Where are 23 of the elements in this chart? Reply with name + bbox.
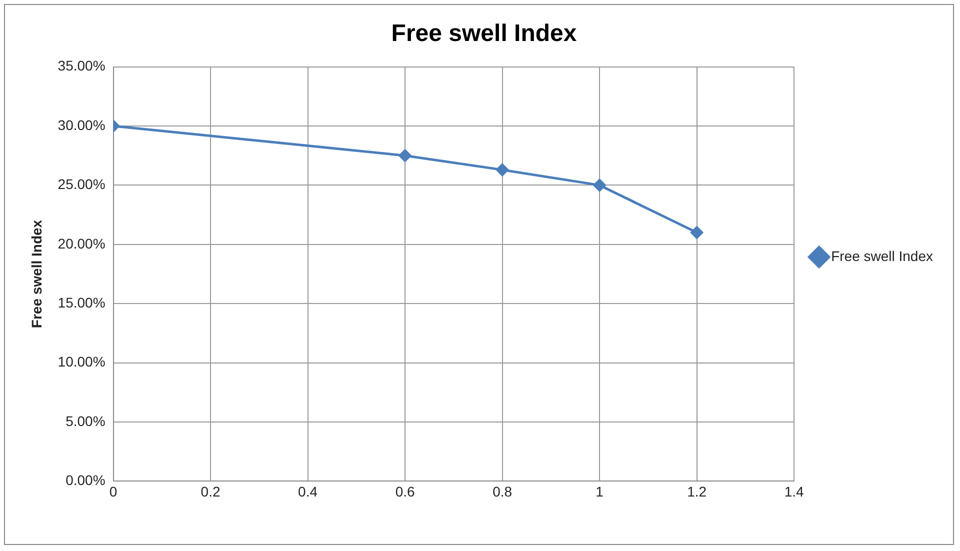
point [398, 149, 412, 162]
x-tick-label: 1.4 [784, 483, 804, 500]
y-tick-label: 20.00% [58, 235, 106, 252]
point [496, 164, 509, 176]
x-tick-label: 0.2 [200, 483, 220, 500]
y-axis-title: Free swell Index [28, 220, 44, 328]
x-tick-label: 0 [109, 483, 118, 500]
x-tick-label: 0.4 [298, 483, 318, 500]
y-tick-label: 10.00% [58, 354, 106, 370]
y-tick-label: 0.00% [66, 472, 106, 488]
y-tick-label: 30.00% [58, 116, 106, 133]
x-tick-label: 0.6 [395, 483, 415, 500]
x-tick-label: 0.8 [492, 483, 512, 500]
y-tick-label: 5.00% [66, 412, 106, 429]
y-tick-label: 35.00% [58, 58, 106, 74]
chart-title: Free swell Index [391, 20, 578, 48]
x-tick-label: 1 [596, 483, 604, 500]
point [593, 178, 606, 192]
x-tick-label: 1.2 [687, 483, 707, 500]
y-tick-label: 25.00% [58, 176, 106, 192]
point [690, 226, 704, 239]
legend-label: Free swell Index [831, 248, 934, 264]
y-tick-label: 15.00% [58, 294, 106, 310]
